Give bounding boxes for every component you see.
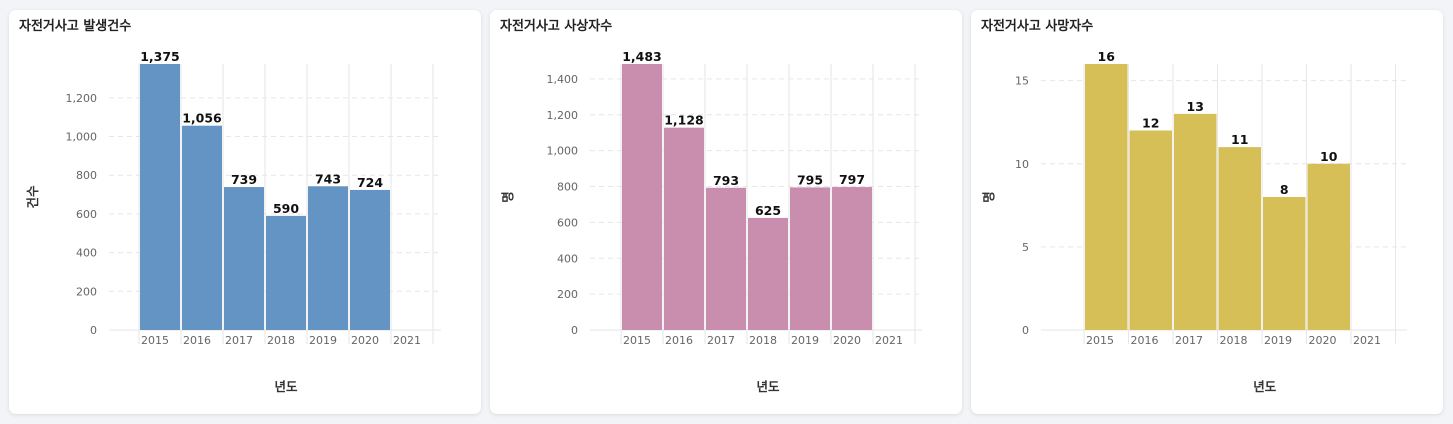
y-axis-title: 건수 (25, 185, 40, 209)
x-axis-title: 년도 (1253, 379, 1277, 394)
data-label: 8 (1280, 182, 1289, 197)
y-tick-label: 0 (1022, 324, 1029, 337)
y-tick-label: 5 (1022, 241, 1029, 254)
chart-title: 자전거사고 발생건수 (19, 19, 132, 34)
x-tick-label: 2020 (351, 334, 379, 347)
data-label: 590 (273, 201, 299, 216)
data-label: 793 (713, 173, 739, 188)
data-label: 797 (839, 172, 865, 187)
x-tick-label: 2017 (707, 334, 735, 347)
y-tick-label: 0 (90, 324, 97, 337)
x-tick-label: 2020 (833, 334, 861, 347)
chart-card-fatalities: 자전거사고 사망자수 0 5 10 15 16 12 13 11 8 10 2015 2016 2017… (971, 10, 1443, 414)
data-label: 10 (1320, 149, 1338, 164)
data-label: 724 (357, 175, 383, 190)
y-tick-label: 1,200 (547, 109, 579, 122)
x-tick-label: 2021 (393, 334, 421, 347)
y-tick-label: 0 (571, 324, 578, 337)
x-tick-label: 2016 (665, 334, 693, 347)
bar-2020 (1307, 163, 1350, 330)
y-tick-label: 15 (1015, 75, 1029, 88)
x-axis-title: 년도 (274, 379, 298, 394)
x-tick-label: 2016 (183, 334, 211, 347)
y-tick-label: 200 (557, 288, 578, 301)
chart-title: 자전거사고 사망자수 (981, 19, 1094, 34)
x-tick-label: 2017 (225, 334, 253, 347)
x-tick-label: 2021 (875, 334, 903, 347)
y-tick-label: 1,000 (547, 145, 579, 158)
x-tick-label: 2015 (141, 334, 169, 347)
bar-2017 (706, 187, 746, 330)
x-tick-label: 2016 (1131, 334, 1159, 347)
x-tick-label: 2020 (1309, 334, 1337, 347)
y-tick-label: 200 (76, 285, 97, 298)
x-tick-label: 2019 (1264, 334, 1292, 347)
bar-2020 (832, 187, 872, 330)
y-tick-label: 400 (557, 252, 578, 265)
y-axis-title: 명 (500, 191, 515, 203)
x-tick-label: 2015 (1086, 334, 1114, 347)
bar-2015 (1085, 64, 1128, 330)
chart-card-casualties: 자전거사고 사상자수 0 200 400 600 800 1,000 1,200 1,400 1… (490, 10, 962, 414)
data-label: 743 (315, 171, 341, 186)
data-label: 16 (1098, 49, 1116, 64)
bar-2016 (664, 127, 704, 330)
y-tick-label: 1,200 (66, 92, 98, 105)
x-tick-label: 2015 (623, 334, 651, 347)
data-label: 11 (1231, 132, 1248, 147)
y-tick-label: 10 (1015, 158, 1029, 171)
bar-2017 (1174, 113, 1217, 330)
y-tick-label: 1,400 (547, 73, 579, 86)
x-tick-label: 2021 (1353, 334, 1381, 347)
data-label: 739 (231, 172, 257, 187)
bar-2019 (308, 186, 348, 330)
x-tick-label: 2018 (1220, 334, 1248, 347)
data-label: 13 (1187, 99, 1204, 114)
data-label: 1,375 (140, 49, 180, 64)
x-tick-label: 2018 (749, 334, 777, 347)
data-label: 625 (755, 203, 781, 218)
y-tick-label: 400 (76, 247, 97, 260)
y-tick-label: 1,000 (66, 131, 98, 144)
bar-2020 (350, 189, 390, 330)
data-label: 795 (797, 172, 823, 187)
bar-2016 (182, 125, 222, 330)
chart-title: 자전거사고 사상자수 (500, 19, 613, 34)
data-label: 1,056 (182, 111, 222, 126)
fatalities-bar-chart: 0 5 10 15 16 12 13 11 8 10 2015 2016 2017 2018 2019 202… (981, 49, 1407, 394)
bar-2016 (1129, 130, 1172, 330)
casualties-bar-chart: 0 200 400 600 800 1,000 1,200 1,400 1,483 1,128 79… (500, 49, 922, 394)
bar-2018 (266, 215, 306, 330)
data-label: 1,128 (664, 113, 704, 128)
bar-2018 (748, 217, 788, 330)
x-tick-label: 2019 (791, 334, 819, 347)
y-axis-title: 명 (981, 191, 996, 203)
x-tick-label: 2018 (267, 334, 295, 347)
x-tick-label: 2019 (309, 334, 337, 347)
accidents-bar-chart: 0 200 400 600 800 1,000 1,200 1,375 1,056 739 590 7… (25, 49, 441, 394)
data-label: 12 (1142, 116, 1159, 131)
y-tick-label: 800 (76, 169, 97, 182)
bar-2019 (790, 187, 830, 330)
y-tick-label: 800 (557, 181, 578, 194)
x-tick-label: 2017 (1175, 334, 1203, 347)
data-label: 1,483 (622, 49, 662, 64)
bar-2019 (1263, 197, 1306, 330)
bar-2015 (140, 64, 180, 330)
bar-2015 (622, 64, 662, 330)
chart-card-accidents: 자전거사고 발생건수 0 200 400 600 800 1,000 1,200 1,375 1… (9, 10, 481, 414)
y-tick-label: 600 (76, 208, 97, 221)
bar-2017 (224, 187, 264, 330)
x-axis-title: 년도 (756, 379, 780, 394)
y-tick-label: 600 (557, 216, 578, 229)
bar-2018 (1218, 147, 1261, 330)
